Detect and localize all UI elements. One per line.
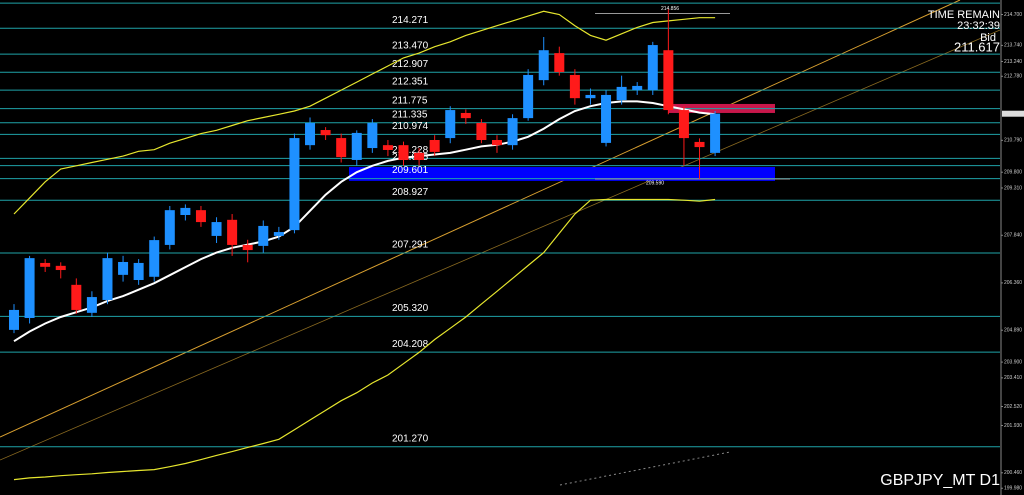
zone xyxy=(349,167,775,181)
level-label: 207.291 xyxy=(392,240,429,251)
candle-body xyxy=(538,50,549,81)
y-tick-label: 201.930 xyxy=(1004,423,1022,429)
candle-body xyxy=(647,45,658,91)
candle-body xyxy=(460,112,471,119)
level-label: 214.271 xyxy=(392,15,429,26)
candle-body xyxy=(507,118,518,146)
y-tick-label: 210.790 xyxy=(1004,138,1022,144)
y-tick-label: 206.360 xyxy=(1004,280,1022,286)
candle-body xyxy=(9,309,19,330)
level-label: 209.601 xyxy=(392,165,429,176)
candle-body xyxy=(398,145,409,160)
candle-body xyxy=(601,94,612,143)
candle-body xyxy=(195,210,206,223)
candle-body xyxy=(367,122,378,149)
levels: 215.054 214.271 213.470 212.907 212.351 211.7… xyxy=(0,0,1000,448)
candle-body xyxy=(382,145,393,150)
price-axis: 214.700 213.740 213.240 212.780 210.790 209.8… xyxy=(1000,0,1024,495)
candle-body xyxy=(585,94,596,99)
timer-label: TIME REMAIN xyxy=(928,9,1000,21)
level-label: 211.775 xyxy=(392,95,428,106)
candle-body xyxy=(180,207,191,215)
indicator-lines xyxy=(13,10,716,481)
candle-body xyxy=(258,225,269,246)
candle-body xyxy=(24,258,35,318)
symbol: GBPJPY_MT D1 xyxy=(880,472,1000,489)
y-tick-label: 203.900 xyxy=(1004,359,1022,365)
candle-body xyxy=(71,284,82,310)
candle-body xyxy=(569,74,580,99)
candle-body xyxy=(476,122,487,141)
candle-body xyxy=(523,74,534,119)
low-label: 209.590 xyxy=(646,180,664,186)
bid: 211.617 xyxy=(954,39,1000,54)
candle-body xyxy=(678,110,689,139)
candle-body xyxy=(102,258,113,300)
level-label: 204.208 xyxy=(392,339,429,350)
candle-body xyxy=(289,138,300,231)
level-label: 211.335 xyxy=(392,109,428,120)
trend-line xyxy=(559,451,731,486)
candle-body xyxy=(305,122,316,146)
high-label: 214.856 xyxy=(661,6,679,12)
candle-body xyxy=(694,141,705,148)
candle-body xyxy=(710,113,721,153)
candle-body xyxy=(320,130,331,136)
y-tick-label: 213.240 xyxy=(1004,59,1022,65)
timer: 23:32:39 xyxy=(957,20,1000,32)
bid-marker xyxy=(1002,110,1024,117)
candle-body xyxy=(273,232,284,236)
candle-body xyxy=(149,240,160,277)
y-tick-label: 203.410 xyxy=(1004,375,1022,381)
level-label: 210.228 xyxy=(392,145,429,156)
level-label: 210.974 xyxy=(392,121,429,132)
level-label: 212.907 xyxy=(392,59,429,70)
level-label: 213.470 xyxy=(392,41,429,52)
y-tick-label: 202.520 xyxy=(1004,404,1022,410)
candle-body xyxy=(632,85,643,91)
candle-body xyxy=(55,265,66,271)
candle-body xyxy=(40,262,51,267)
y-tick-label: 209.800 xyxy=(1004,170,1022,176)
indicator-line xyxy=(13,100,716,343)
indicator-line xyxy=(13,10,716,215)
candle-body xyxy=(491,140,502,146)
candle-body xyxy=(86,297,97,313)
level-label: 215.054 xyxy=(392,0,429,1)
y-tick-label: 200.460 xyxy=(1004,470,1022,476)
candle-body xyxy=(336,138,347,158)
y-tick-label: 213.740 xyxy=(1004,43,1022,49)
candle-body xyxy=(164,210,175,245)
candle-body xyxy=(242,244,253,251)
bid-label: Bid xyxy=(980,32,996,44)
y-tick-label: 207.840 xyxy=(1004,233,1022,239)
candle-body xyxy=(429,140,440,152)
candle-body xyxy=(414,152,425,160)
trend-line xyxy=(0,29,1001,461)
candle-body xyxy=(351,132,362,160)
candle-body xyxy=(133,262,144,281)
level-label: 201.270 xyxy=(392,433,429,444)
candle-body xyxy=(211,222,222,236)
level-label: 212.351 xyxy=(392,77,429,88)
y-tick-label: 199.980 xyxy=(1004,486,1022,492)
candle-body xyxy=(616,86,627,101)
candle-body xyxy=(445,110,456,139)
y-tick-label: 204.890 xyxy=(1004,328,1022,334)
candle-body xyxy=(663,50,674,111)
level-label: 205.320 xyxy=(392,303,429,314)
y-tick-label: 212.780 xyxy=(1004,74,1022,80)
trend-line xyxy=(0,0,961,438)
indicator-line xyxy=(13,198,716,481)
level-label: 208.927 xyxy=(392,187,429,198)
y-tick-label: 214.700 xyxy=(1004,12,1022,18)
y-tick-label: 209.310 xyxy=(1004,185,1022,191)
candle-body xyxy=(227,219,238,245)
candles xyxy=(9,9,721,334)
candle-body xyxy=(554,53,565,73)
candle-body xyxy=(118,261,129,275)
